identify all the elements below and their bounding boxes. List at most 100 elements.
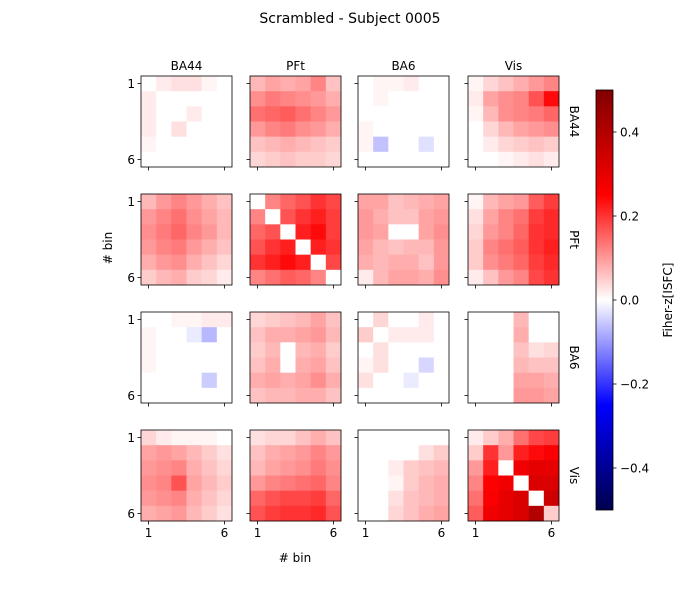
panel-frame	[357, 429, 450, 522]
heatmap-cell	[171, 269, 187, 286]
heatmap-cell	[265, 342, 281, 358]
y-tick-label: 6	[127, 271, 135, 285]
heatmap-cell	[201, 342, 218, 358]
heatmap-cell	[186, 224, 202, 240]
heatmap-cell	[280, 430, 296, 446]
heatmap-cell	[171, 312, 187, 328]
heatmap-cell	[216, 121, 233, 137]
heatmap-cell	[310, 357, 327, 373]
heatmap-cell	[216, 91, 233, 107]
heatmap-cell	[250, 224, 266, 240]
heatmap-cell	[156, 430, 172, 446]
heatmap-cell	[250, 121, 266, 137]
x-tick-label: 6	[221, 526, 229, 540]
heatmap-cell	[171, 460, 187, 476]
heatmap-cell	[403, 445, 419, 461]
heatmap-cell	[156, 91, 172, 107]
heatmap-cell	[250, 430, 266, 446]
heatmap-cell	[418, 490, 435, 507]
panel-frame	[467, 311, 560, 404]
heatmap-cell	[325, 312, 342, 328]
heatmap-cell	[483, 121, 499, 137]
heatmap-panel-PFt-Vis	[464, 193, 560, 289]
heatmap-cell	[358, 91, 374, 107]
heatmap-cell	[388, 387, 404, 404]
heatmap-cell	[388, 445, 404, 461]
heatmap-cell	[388, 121, 404, 137]
heatmap-cell	[141, 151, 157, 168]
heatmap-cell	[265, 327, 281, 343]
heatmap-cell	[498, 460, 514, 476]
heatmap-cell	[498, 151, 514, 168]
heatmap-cell	[280, 151, 296, 168]
x-tick-label: 1	[472, 526, 480, 540]
heatmap-cell	[250, 312, 266, 328]
heatmap-cell	[513, 445, 529, 461]
heatmap-cell	[513, 76, 529, 92]
heatmap-cell	[513, 151, 529, 168]
heatmap-cell	[201, 475, 218, 491]
heatmap-cell	[358, 194, 374, 210]
heatmap-cell	[498, 121, 514, 137]
heatmap-cell	[388, 269, 404, 286]
heatmap-cell	[295, 239, 311, 255]
heatmap-cell	[186, 357, 202, 373]
heatmap-cell	[250, 327, 266, 343]
heatmap-cell	[498, 430, 514, 446]
heatmap-cell	[265, 490, 281, 507]
heatmap-cell	[373, 224, 389, 240]
heatmap-cell	[216, 151, 233, 168]
heatmap-cell	[250, 269, 266, 286]
heatmap-panel-BA44-Vis	[464, 75, 560, 171]
heatmap-cell	[141, 357, 157, 373]
heatmap-cell	[325, 327, 342, 343]
heatmap-cell	[156, 254, 172, 271]
heatmap-cell	[250, 136, 266, 153]
heatmap-cell	[483, 106, 499, 122]
heatmap-cell	[280, 194, 296, 210]
heatmap-cell	[295, 269, 311, 286]
heatmap-cell	[403, 312, 419, 328]
y-axis-label: # bin	[101, 232, 115, 264]
heatmap-cell	[186, 475, 202, 491]
heatmap-cell	[156, 194, 172, 210]
heatmap-panel-BA6-BA44: 16	[127, 311, 233, 407]
heatmap-cell	[156, 505, 172, 522]
heatmap-cell	[513, 312, 529, 328]
heatmap-cell	[201, 269, 218, 286]
heatmap-panel-BA44-PFt	[246, 75, 342, 171]
heatmap-cell	[388, 357, 404, 373]
heatmap-cell	[201, 357, 218, 373]
heatmap-cell	[513, 387, 529, 404]
heatmap-cell	[403, 194, 419, 210]
heatmap-cell	[388, 194, 404, 210]
heatmap-cell	[373, 357, 389, 373]
heatmap-cell	[325, 269, 342, 286]
heatmap-cell	[358, 151, 374, 168]
heatmap-cell	[433, 254, 450, 271]
panel-frame	[249, 75, 342, 168]
heatmap-cell	[325, 239, 342, 255]
heatmap-cell	[325, 357, 342, 373]
heatmap-cell	[280, 91, 296, 107]
heatmap-cell	[373, 430, 389, 446]
heatmap-cell	[543, 194, 560, 210]
heatmap-cell	[498, 91, 514, 107]
heatmap-cell	[433, 460, 450, 476]
heatmap-cell	[310, 239, 327, 255]
heatmap-cell	[265, 312, 281, 328]
heatmap-cell	[388, 475, 404, 491]
heatmap-cell	[280, 387, 296, 404]
heatmap-cell	[513, 430, 529, 446]
heatmap-cell	[171, 151, 187, 168]
heatmap-cell	[171, 121, 187, 137]
heatmap-cell	[295, 91, 311, 107]
heatmap-cell	[418, 357, 435, 373]
heatmap-cell	[216, 357, 233, 373]
heatmap-cell	[295, 342, 311, 358]
heatmap-cell	[186, 194, 202, 210]
heatmap-cell	[186, 269, 202, 286]
heatmap-cell	[141, 505, 157, 522]
heatmap-cell	[483, 151, 499, 168]
